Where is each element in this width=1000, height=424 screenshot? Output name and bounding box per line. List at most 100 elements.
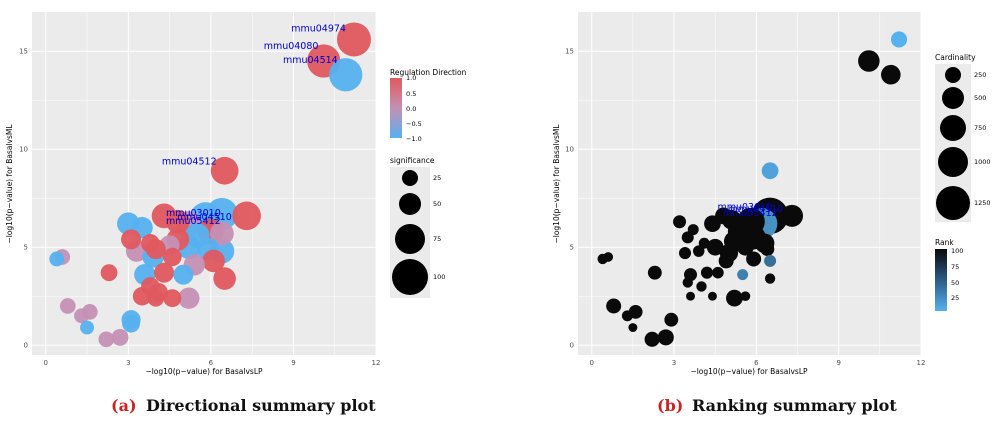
cardinality-legend-label: 1250 — [974, 199, 991, 207]
data-point — [678, 247, 692, 260]
rank-legend-label: 100 — [951, 247, 963, 255]
data-point — [726, 289, 743, 307]
pathway-label: mmu05412 — [166, 216, 221, 227]
pathway-label: mmu04080 — [264, 41, 319, 52]
cardinality-legend-label: 250 — [974, 71, 986, 79]
cardinality-legend-title: Cardinality — [935, 53, 976, 62]
panel-a-points — [49, 22, 371, 348]
data-point — [166, 209, 190, 234]
pathway-label: mmu05412 — [723, 208, 778, 219]
caption-a-tag: (a) — [111, 396, 137, 415]
data-point — [664, 312, 679, 327]
data-point — [686, 291, 695, 301]
y-tick-label: 0 — [24, 342, 28, 350]
caption-a: (a) Directional summary plot — [111, 396, 376, 415]
panel-a-y-axis-label: −log10(p−value) for BasalvsML — [5, 124, 14, 244]
data-point — [764, 254, 777, 267]
regulation-legend-label: −1.0 — [406, 135, 422, 143]
rank-legend-title: Rank — [935, 238, 954, 247]
x-tick-label: 6 — [209, 359, 214, 367]
data-point — [700, 266, 713, 279]
x-tick-label: 3 — [126, 359, 130, 367]
data-point — [647, 265, 662, 280]
panel-b-y-axis-label: −log10(p−value) for BasalvsML — [552, 124, 561, 244]
panel-b-x-axis-label: −log10(p−value) for BasalvsLP — [690, 367, 808, 376]
data-point — [881, 64, 901, 85]
data-point — [706, 238, 724, 256]
pathway-label: mmu04510 — [728, 204, 783, 215]
pathway-label: mmu03010 — [166, 208, 221, 219]
data-point — [737, 269, 749, 281]
significance-legend-label: 50 — [433, 200, 441, 208]
data-point — [698, 237, 710, 249]
caption-a-text: Directional summary plot — [146, 396, 376, 415]
regulation-legend-label: 0.0 — [406, 105, 416, 113]
x-tick-label: 12 — [917, 359, 926, 367]
data-point — [692, 245, 705, 257]
data-point — [682, 277, 693, 288]
pathway-label: mmu04514 — [283, 55, 338, 66]
y-tick-label: 15 — [565, 48, 574, 56]
significance-key-circle — [399, 193, 421, 215]
y-tick-label: 5 — [24, 244, 28, 252]
data-point — [147, 289, 165, 307]
data-point — [628, 323, 638, 333]
significance-legend: significance 25 50 75 100 — [390, 156, 445, 298]
data-point — [718, 253, 734, 269]
y-tick-label: 15 — [19, 48, 28, 56]
data-point — [163, 247, 182, 267]
panel-a-pathway-labels: mmu04974 mmu04080 mmu04514 mmu04512 mmu03010… — [162, 23, 346, 226]
cardinality-key-circle — [945, 67, 961, 83]
cardinality-legend-label: 500 — [974, 94, 986, 102]
pathway-label: mmu04510 — [177, 212, 232, 223]
panel-a-ticks: 0 3 6 9 12 0 5 10 15 — [19, 48, 380, 367]
data-point — [132, 286, 152, 306]
data-point — [746, 251, 762, 267]
data-point — [173, 264, 194, 285]
panel-b-points — [597, 31, 908, 347]
y-tick-label: 5 — [570, 244, 574, 252]
regulation-colorbar — [390, 78, 402, 138]
data-point — [621, 310, 633, 322]
data-point — [737, 238, 754, 256]
significance-legend-label: 75 — [433, 235, 441, 243]
significance-legend-label: 100 — [433, 273, 445, 281]
pathway-label: mmu03010 — [717, 202, 772, 213]
data-point — [74, 308, 89, 324]
cardinality-key-circle — [938, 147, 968, 177]
x-tick-label: 9 — [836, 359, 840, 367]
data-point — [696, 281, 707, 292]
data-point — [673, 215, 687, 229]
data-point — [178, 287, 200, 309]
data-point — [781, 204, 804, 227]
cardinality-key-circle — [936, 186, 970, 220]
caption-b-text: Ranking summary plot — [692, 396, 897, 415]
caption-b-tag: (b) — [657, 396, 683, 415]
cardinality-key-circle — [942, 87, 964, 109]
x-tick-label: 0 — [44, 359, 48, 367]
regulation-direction-legend: Regulation Direction 1.0 0.5 0.0 −0.5 −1… — [390, 68, 467, 143]
data-point — [764, 273, 776, 284]
x-tick-label: 12 — [372, 359, 381, 367]
caption-b: (b) Ranking summary plot — [657, 396, 897, 415]
significance-legend-title: significance — [390, 156, 435, 165]
data-point — [100, 264, 118, 282]
data-point — [760, 242, 775, 257]
rank-colorbar — [935, 249, 947, 311]
x-tick-label: 6 — [754, 359, 759, 367]
data-point — [761, 162, 779, 180]
data-point — [336, 22, 371, 57]
cardinality-legend: Cardinality 250 500 750 1000 1250 — [935, 53, 991, 222]
data-point — [210, 221, 234, 246]
pathway-label: mmu04974 — [291, 23, 346, 34]
cardinality-legend-label: 1000 — [974, 158, 991, 166]
rank-legend-label: 50 — [951, 279, 959, 287]
data-point — [49, 251, 65, 267]
data-point — [858, 50, 880, 72]
significance-key-circle — [402, 170, 418, 186]
data-point — [657, 329, 674, 346]
data-point — [891, 31, 908, 48]
